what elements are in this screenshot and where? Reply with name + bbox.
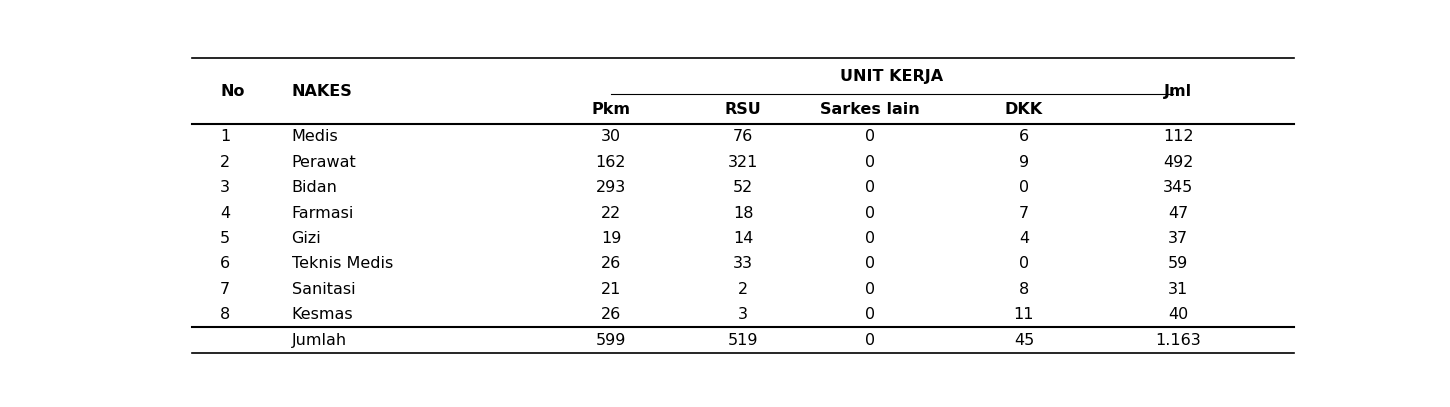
Text: 162: 162 [596,155,626,170]
Text: Kesmas: Kesmas [291,307,354,322]
Text: 321: 321 [728,155,758,170]
Text: Teknis Medis: Teknis Medis [291,256,393,271]
Text: 293: 293 [596,180,626,195]
Text: Sarkes lain: Sarkes lain [819,102,919,117]
Text: Bidan: Bidan [291,180,338,195]
Text: 26: 26 [600,256,621,271]
Text: 11: 11 [1014,307,1034,322]
Text: Sanitasi: Sanitasi [291,282,355,297]
Text: 9: 9 [1019,155,1030,170]
Text: 4: 4 [1019,231,1030,246]
Text: 599: 599 [596,333,626,348]
Text: Pkm: Pkm [592,102,631,117]
Text: 1.163: 1.163 [1156,333,1201,348]
Text: 3: 3 [220,180,231,195]
Text: 0: 0 [864,155,874,170]
Text: 52: 52 [734,180,753,195]
Text: 7: 7 [1019,206,1030,221]
Text: 0: 0 [864,180,874,195]
Text: 345: 345 [1163,180,1193,195]
Text: No: No [220,84,245,98]
Text: 8: 8 [220,307,231,322]
Text: 519: 519 [728,333,758,348]
Text: 19: 19 [600,231,621,246]
Text: 31: 31 [1169,282,1188,297]
Text: 47: 47 [1169,206,1188,221]
Text: Farmasi: Farmasi [291,206,354,221]
Text: Perawat: Perawat [291,155,357,170]
Text: 26: 26 [600,307,621,322]
Text: 8: 8 [1019,282,1030,297]
Text: 59: 59 [1169,256,1188,271]
Text: 0: 0 [864,206,874,221]
Text: 6: 6 [1019,129,1030,144]
Text: 2: 2 [738,282,748,297]
Text: Jml: Jml [1164,84,1192,98]
Text: 40: 40 [1169,307,1188,322]
Text: 112: 112 [1163,129,1193,144]
Text: 3: 3 [738,307,748,322]
Text: 5: 5 [220,231,231,246]
Text: RSU: RSU [725,102,761,117]
Text: 0: 0 [864,333,874,348]
Text: 0: 0 [1019,180,1030,195]
Text: 1: 1 [220,129,231,144]
Text: 14: 14 [732,231,754,246]
Text: 0: 0 [864,282,874,297]
Text: Medis: Medis [291,129,338,144]
Text: Gizi: Gizi [291,231,322,246]
Text: 33: 33 [734,256,753,271]
Text: DKK: DKK [1005,102,1043,117]
Text: 76: 76 [734,129,753,144]
Text: Jumlah: Jumlah [291,333,347,348]
Text: 6: 6 [220,256,231,271]
Text: 0: 0 [864,129,874,144]
Text: 30: 30 [600,129,621,144]
Text: 0: 0 [1019,256,1030,271]
Text: 45: 45 [1014,333,1034,348]
Text: 22: 22 [600,206,621,221]
Text: 0: 0 [864,256,874,271]
Text: 492: 492 [1163,155,1193,170]
Text: 0: 0 [864,231,874,246]
Text: 21: 21 [600,282,621,297]
Text: 18: 18 [732,206,754,221]
Text: 2: 2 [220,155,231,170]
Text: 0: 0 [864,307,874,322]
Text: 7: 7 [220,282,231,297]
Text: NAKES: NAKES [291,84,352,98]
Text: 37: 37 [1169,231,1188,246]
Text: UNIT KERJA: UNIT KERJA [840,69,944,84]
Text: 4: 4 [220,206,231,221]
